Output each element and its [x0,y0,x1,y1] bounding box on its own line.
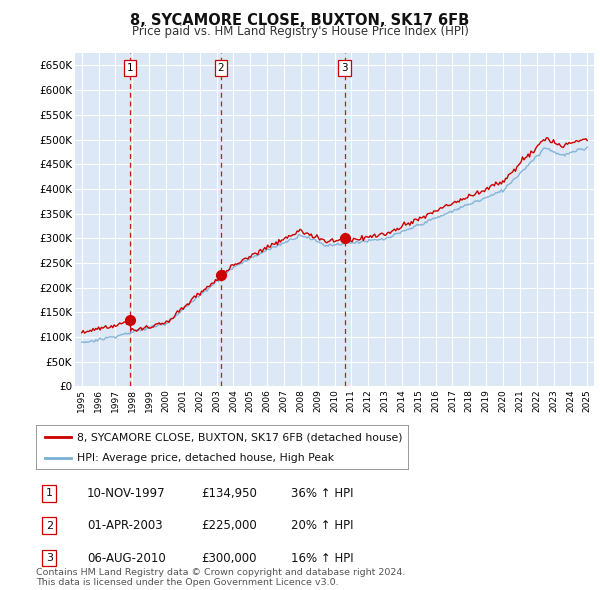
Text: HPI: Average price, detached house, High Peak: HPI: Average price, detached house, High… [77,453,334,463]
Text: 16% ↑ HPI: 16% ↑ HPI [291,552,353,565]
Text: 2: 2 [46,521,53,530]
Text: 2: 2 [217,63,224,73]
Text: 1: 1 [127,63,133,73]
Text: £300,000: £300,000 [201,552,257,565]
Text: 10-NOV-1997: 10-NOV-1997 [87,487,166,500]
Text: 3: 3 [341,63,348,73]
Text: £225,000: £225,000 [201,519,257,532]
Text: 8, SYCAMORE CLOSE, BUXTON, SK17 6FB: 8, SYCAMORE CLOSE, BUXTON, SK17 6FB [130,13,470,28]
Text: 1: 1 [46,489,53,498]
Text: 3: 3 [46,553,53,563]
Text: 36% ↑ HPI: 36% ↑ HPI [291,487,353,500]
Text: £134,950: £134,950 [201,487,257,500]
Text: Price paid vs. HM Land Registry's House Price Index (HPI): Price paid vs. HM Land Registry's House … [131,25,469,38]
Text: 8, SYCAMORE CLOSE, BUXTON, SK17 6FB (detached house): 8, SYCAMORE CLOSE, BUXTON, SK17 6FB (det… [77,432,403,442]
Text: 06-AUG-2010: 06-AUG-2010 [87,552,166,565]
Text: 20% ↑ HPI: 20% ↑ HPI [291,519,353,532]
Text: Contains HM Land Registry data © Crown copyright and database right 2024.
This d: Contains HM Land Registry data © Crown c… [36,568,406,587]
Text: 01-APR-2003: 01-APR-2003 [87,519,163,532]
